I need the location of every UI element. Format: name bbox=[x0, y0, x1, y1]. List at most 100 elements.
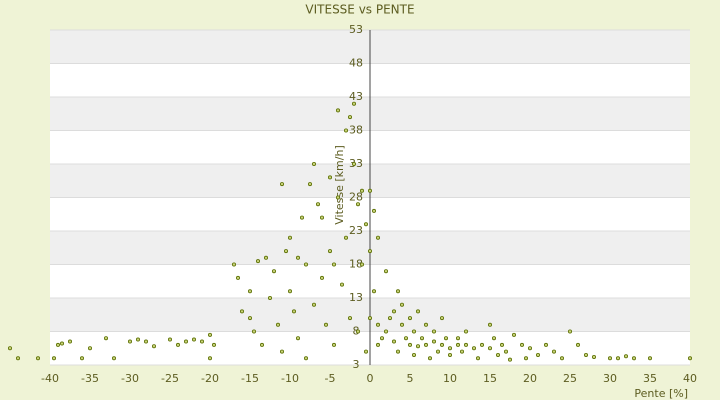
point bbox=[339, 282, 344, 287]
point bbox=[375, 235, 380, 240]
point bbox=[275, 322, 280, 327]
point bbox=[475, 356, 480, 361]
point bbox=[375, 342, 380, 347]
point bbox=[56, 342, 61, 347]
y-tick-label: 18 bbox=[349, 258, 363, 271]
point bbox=[367, 249, 372, 254]
point bbox=[520, 342, 525, 347]
point bbox=[351, 161, 356, 166]
point bbox=[624, 354, 629, 359]
point bbox=[299, 215, 304, 220]
x-tick-label: 35 bbox=[643, 372, 657, 385]
point bbox=[524, 356, 529, 361]
point bbox=[355, 329, 360, 334]
x-axis-label: Pente [%] bbox=[634, 387, 688, 400]
point bbox=[143, 339, 148, 344]
point bbox=[391, 339, 396, 344]
point bbox=[311, 302, 316, 307]
point bbox=[487, 322, 492, 327]
point bbox=[439, 342, 444, 347]
point bbox=[335, 108, 340, 113]
point bbox=[455, 342, 460, 347]
point bbox=[411, 352, 416, 357]
point bbox=[259, 342, 264, 347]
point bbox=[363, 349, 368, 354]
x-tick-label: 10 bbox=[443, 372, 457, 385]
point bbox=[183, 339, 188, 344]
point bbox=[395, 289, 400, 294]
y-tick-label: 3 bbox=[353, 358, 360, 371]
point bbox=[552, 349, 557, 354]
point bbox=[331, 262, 336, 267]
point bbox=[347, 316, 352, 321]
point bbox=[431, 329, 436, 334]
point bbox=[291, 309, 296, 314]
point bbox=[648, 356, 653, 361]
point bbox=[323, 322, 328, 327]
point bbox=[199, 339, 204, 344]
point bbox=[207, 332, 212, 337]
point bbox=[367, 316, 372, 321]
point bbox=[616, 356, 621, 361]
point bbox=[151, 344, 156, 349]
point bbox=[311, 161, 316, 166]
point bbox=[584, 352, 589, 357]
point bbox=[307, 182, 312, 187]
point bbox=[608, 356, 613, 361]
point bbox=[295, 255, 300, 260]
point bbox=[403, 336, 408, 341]
point bbox=[391, 309, 396, 314]
x-tick-label: -15 bbox=[241, 372, 259, 385]
point bbox=[495, 352, 500, 357]
point bbox=[431, 339, 436, 344]
point bbox=[355, 202, 360, 207]
point bbox=[463, 342, 468, 347]
point bbox=[399, 302, 404, 307]
point bbox=[80, 356, 85, 361]
y-tick-label: 33 bbox=[349, 157, 363, 170]
point bbox=[419, 336, 424, 341]
point bbox=[423, 342, 428, 347]
point bbox=[343, 235, 348, 240]
point bbox=[295, 336, 300, 341]
point bbox=[52, 356, 57, 361]
point bbox=[104, 336, 109, 341]
point bbox=[36, 356, 41, 361]
point bbox=[455, 336, 460, 341]
point bbox=[343, 128, 348, 133]
point bbox=[576, 342, 581, 347]
point bbox=[415, 344, 420, 349]
point bbox=[359, 188, 364, 193]
point bbox=[303, 262, 308, 267]
point bbox=[427, 356, 432, 361]
point bbox=[471, 346, 476, 351]
point bbox=[327, 249, 332, 254]
point bbox=[88, 346, 93, 351]
y-tick-label: 38 bbox=[349, 124, 363, 137]
y-tick-label: 53 bbox=[349, 23, 363, 36]
point bbox=[491, 336, 496, 341]
point bbox=[60, 341, 65, 346]
point bbox=[327, 175, 332, 180]
point bbox=[463, 329, 468, 334]
point bbox=[303, 356, 308, 361]
point bbox=[379, 336, 384, 341]
point bbox=[371, 208, 376, 213]
point bbox=[568, 329, 573, 334]
point bbox=[383, 329, 388, 334]
point bbox=[367, 188, 372, 193]
point bbox=[335, 195, 340, 200]
point bbox=[15, 356, 20, 361]
point bbox=[399, 322, 404, 327]
point bbox=[423, 322, 428, 327]
x-tick-label: -5 bbox=[325, 372, 336, 385]
point bbox=[279, 349, 284, 354]
point bbox=[503, 349, 508, 354]
x-tick-label: 5 bbox=[407, 372, 414, 385]
point bbox=[499, 342, 504, 347]
point bbox=[255, 259, 260, 264]
point bbox=[395, 349, 400, 354]
point bbox=[447, 352, 452, 357]
point bbox=[363, 222, 368, 227]
point bbox=[7, 346, 12, 351]
